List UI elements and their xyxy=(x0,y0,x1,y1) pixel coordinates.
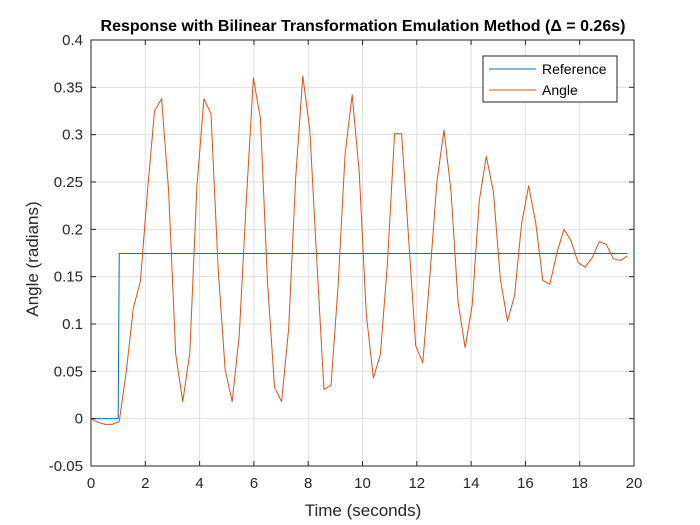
x-tick-label: 16 xyxy=(517,475,534,492)
y-tick-label: -0.05 xyxy=(49,458,83,475)
legend: Reference Angle xyxy=(482,55,618,103)
y-tick-label: 0.2 xyxy=(62,221,83,238)
x-tick-label: 12 xyxy=(408,475,425,492)
series-layer xyxy=(90,75,628,425)
x-tick-label: 6 xyxy=(250,475,258,492)
legend-label-angle: Angle xyxy=(542,82,578,98)
y-tick-labels: -0.05 0 0.05 0.1 0.15 0.2 0.25 0.3 0.35 0.4 xyxy=(49,32,83,475)
x-tick-label: 20 xyxy=(626,475,643,492)
x-tick-label: 2 xyxy=(141,475,149,492)
x-tick-label: 10 xyxy=(354,475,371,492)
x-tick-label: 4 xyxy=(195,475,203,492)
y-tick-label: 0 xyxy=(75,411,83,428)
legend-label-reference: Reference xyxy=(542,61,607,77)
y-tick-label: 0.25 xyxy=(54,174,83,191)
y-tick-label: 0.1 xyxy=(62,316,83,333)
axis-ticks xyxy=(90,39,635,467)
y-tick-label: 0.35 xyxy=(54,79,83,96)
legend-box xyxy=(482,55,618,103)
y-tick-label: 0.05 xyxy=(54,363,83,380)
x-tick-label: 14 xyxy=(463,475,480,492)
x-axis-label: Time (seconds) xyxy=(305,501,422,520)
series-line-angle xyxy=(90,75,628,425)
series-line-reference xyxy=(91,252,628,420)
y-tick-label: 0.3 xyxy=(62,127,83,144)
x-tick-label: 18 xyxy=(571,475,588,492)
x-tick-label: 8 xyxy=(304,475,312,492)
y-axis-label: Angle (radians) xyxy=(23,201,42,316)
y-tick-label: 0.15 xyxy=(54,269,83,286)
y-tick-label: 0.4 xyxy=(62,32,83,49)
x-tick-label: 0 xyxy=(87,475,95,492)
chart-title: Response with Bilinear Transformation Em… xyxy=(101,18,626,35)
x-tick-labels: 0 2 4 6 8 10 12 14 16 18 20 xyxy=(87,475,643,492)
